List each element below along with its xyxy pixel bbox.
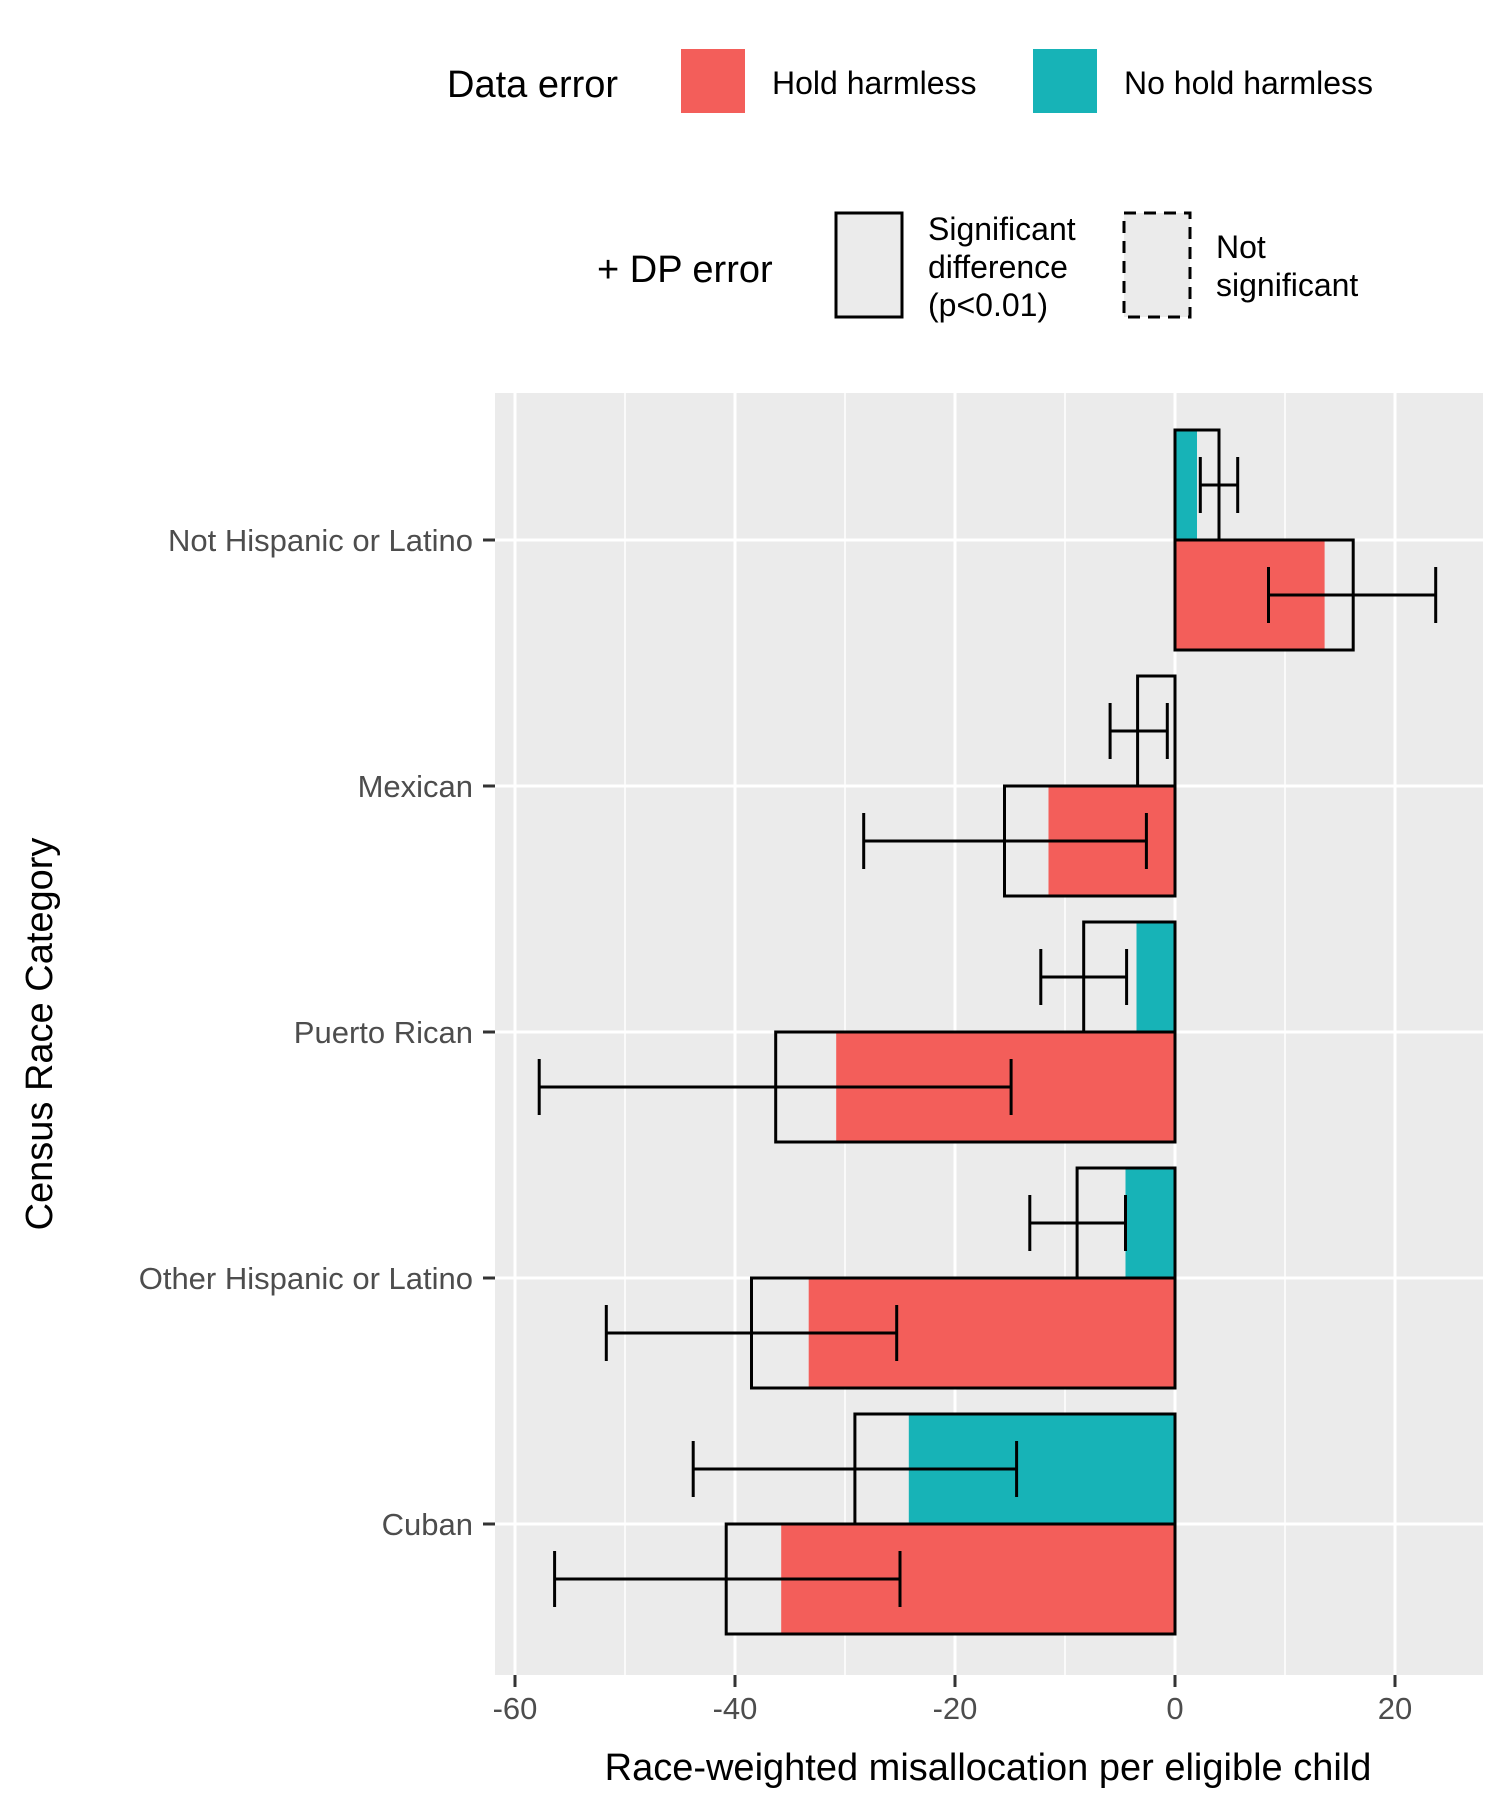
bar-no-hold-harmless-not-hispanic-or-latino-data-error-bar <box>1175 430 1197 540</box>
legend-label-not-significant-line-2: significant <box>1216 267 1358 303</box>
legend-swatch-no-hold-harmless <box>1031 47 1099 115</box>
legend-key-significant <box>834 211 904 319</box>
bar-no-hold-harmless-puerto-rican-group <box>1039 920 1177 1034</box>
y-tick-label: Puerto Rican <box>294 1015 473 1050</box>
bar-hold-harmless-puerto-rican-group <box>537 1030 1177 1144</box>
bar-hold-harmless-not-hispanic-or-latino-group <box>1173 538 1438 652</box>
bar-hold-harmless-other-hispanic-or-latino-group <box>604 1276 1177 1390</box>
bar-no-hold-harmless-puerto-rican-data-error-bar <box>1136 922 1175 1032</box>
bar-hold-harmless-cuban-group <box>553 1522 1177 1636</box>
y-tick-label: Cuban <box>382 1507 473 1542</box>
x-tick-label: -40 <box>713 1691 758 1726</box>
y-tick-label: Mexican <box>358 769 473 804</box>
y-axis: Not Hispanic or Latino Mexican Puerto Rica… <box>139 523 495 1542</box>
legend-label-significant-line-2: difference <box>928 249 1068 285</box>
bar-no-hold-harmless-other-hispanic-or-latino-data-error-bar <box>1125 1168 1175 1278</box>
legend-label-not-significant: Not significant <box>1216 229 1358 303</box>
legend-label-significant-line-3: (p<0.01) <box>928 287 1048 323</box>
x-tick-label: 0 <box>1166 1691 1183 1726</box>
legend-label-not-significant-line-1: Not <box>1216 229 1266 265</box>
legend-outline-title: + DP error <box>597 249 773 291</box>
x-tick-label: -60 <box>493 1691 538 1726</box>
y-tick-label: Not Hispanic or Latino <box>168 523 473 558</box>
y-tick-label: Other Hispanic or Latino <box>139 1261 473 1296</box>
bar-no-hold-harmless-cuban-group <box>691 1412 1177 1526</box>
bar-no-hold-harmless-mexican-group <box>1108 674 1177 788</box>
chart-marks <box>537 428 1438 1636</box>
legend-label-significant-line-1: Significant <box>928 211 1076 247</box>
legend-key-not-significant <box>1122 211 1192 319</box>
legend-label-hold-harmless: Hold harmless <box>772 65 977 101</box>
x-tick-label: -20 <box>933 1691 978 1726</box>
y-axis-title: Census Race Category <box>19 838 61 1231</box>
bar-no-hold-harmless-other-hispanic-or-latino-group <box>1028 1166 1177 1280</box>
legend-fill-title: Data error <box>447 64 618 106</box>
bar-hold-harmless-mexican-group <box>862 784 1177 898</box>
x-axis: -60 -40 -20 0 20 <box>493 1675 1412 1726</box>
x-tick-label: 20 <box>1378 1691 1412 1726</box>
x-axis-title: Race-weighted misallocation per eligible… <box>605 1747 1372 1789</box>
legend: Data error Hold harmless No hold harmles… <box>447 47 1373 323</box>
legend-label-no-hold-harmless: No hold harmless <box>1124 65 1373 101</box>
legend-label-significant: Significant difference (p<0.01) <box>928 211 1085 323</box>
legend-swatch-hold-harmless <box>679 47 747 115</box>
